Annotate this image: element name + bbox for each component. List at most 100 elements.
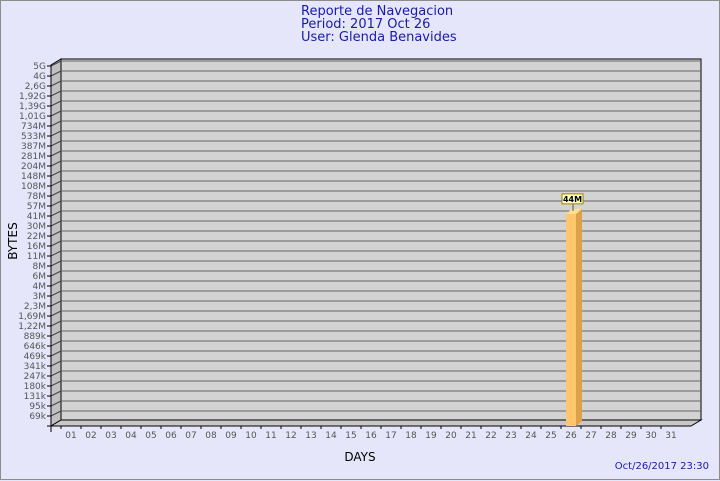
y-tick-label: 148M [21,172,46,182]
gridline-side [50,160,62,167]
y-tick-label: 95k [29,402,46,412]
gridline-side [50,310,62,317]
report-title: Reporte de Navegacion [301,4,454,19]
y-tick-label: 8M [33,262,47,272]
gridline-side [50,180,62,187]
gridline-side [50,330,62,337]
x-axis-label: DAYS [344,450,375,464]
bar-side [576,208,582,426]
gridline-side [50,390,62,397]
x-tick-label: 14 [325,431,337,441]
y-tick-label: 4M [33,282,47,292]
data-label-box [561,193,584,205]
x-tick-label: 11 [265,431,276,441]
gridline-side [50,110,62,117]
data-label: 44M [563,195,582,204]
x-tick-label: 28 [605,431,617,441]
y-tick-label: 469k [24,352,47,362]
gridline-side [50,280,62,287]
gridline-side [50,240,62,247]
x-tick-label: 24 [525,431,537,441]
x-tick-label: 22 [485,431,496,441]
gridline-side [50,70,62,77]
y-tick-label: 646k [24,342,47,352]
y-tick-label: 180k [24,382,47,392]
gridline-side [50,170,62,177]
y-tick-label: 78M [27,192,46,202]
gridline-side [50,140,62,147]
gridline-side [50,270,62,277]
gridline-side [50,230,62,237]
y-tick-label: 5G [33,62,46,72]
y-tick-label: 247k [24,372,47,382]
gridline-side [50,220,62,227]
report-period: Period: 2017 Oct 26 [301,17,431,32]
y-tick-label: 3M [33,292,47,302]
y-tick-label: 22M [27,232,46,242]
gridline-side [50,290,62,297]
y-tick-label: 1,22M [18,322,46,332]
x-tick-label: 20 [445,431,457,441]
y-tick-label: 30M [27,222,46,232]
gridline-side [50,120,62,127]
x-tick-label: 23 [505,431,516,441]
y-tick-label: 16M [27,242,46,252]
y-tick-label: 57M [27,202,46,212]
y-tick-label: 6M [33,272,47,282]
gridline-side [50,130,62,137]
x-tick-label: 29 [625,431,637,441]
gridline-side [50,360,62,367]
gridline-side [50,260,62,267]
x-tick-label: 12 [285,431,296,441]
y-tick-label: 533M [21,132,46,142]
x-tick-label: 16 [365,431,377,441]
y-tick-label: 69k [29,412,46,422]
floor [49,419,703,427]
back-wall [60,58,702,421]
gridline-side [50,100,62,107]
gridline-side [50,200,62,207]
x-tick-label: 09 [225,431,237,441]
timestamp: Oct/26/2017 23:30 [614,461,709,472]
gridline-side [50,300,62,307]
gridline-side [50,400,62,407]
gridline-side [50,190,62,197]
x-tick-label: 02 [85,431,96,441]
gridline-side [50,60,62,67]
x-tick-label: 07 [185,431,196,441]
x-tick-label: 25 [545,431,556,441]
y-tick-label: 2,3M [24,302,46,312]
gridline-side [50,380,62,387]
y-tick-label: 1,01G [19,112,46,122]
x-tick-label: 19 [425,431,437,441]
x-tick-label: 01 [65,431,76,441]
x-tick-label: 03 [105,431,116,441]
gridline-side [50,340,62,347]
x-tick-label: 31 [665,431,676,441]
y-tick-label: 11M [27,252,46,262]
x-tick-label: 13 [305,431,316,441]
y-tick-label: 2,6G [25,82,46,92]
x-tick-label: 27 [585,431,596,441]
gridline-side [50,320,62,327]
y-tick-label: 1,39G [19,102,46,112]
y-tick-label: 341k [24,362,47,372]
gridline-side [50,370,62,377]
y-tick-label: 387M [21,142,46,152]
y-tick-label: 4G [33,72,46,82]
x-tick-label: 17 [385,431,396,441]
x-tick-label: 10 [245,431,257,441]
bar-top [566,208,582,214]
y-tick-label: 204M [21,162,46,172]
x-tick-label: 15 [345,431,356,441]
y-axis-label: BYTES [6,222,20,259]
x-tick-label: 04 [125,431,137,441]
x-tick-label: 26 [565,431,577,441]
gridline-side [50,410,62,417]
y-tick-label: 1,69M [18,312,46,322]
y-tick-label: 281M [21,152,46,162]
y-tick-label: 41M [27,212,46,222]
gridline-side [50,150,62,157]
gridline-side [50,250,62,257]
